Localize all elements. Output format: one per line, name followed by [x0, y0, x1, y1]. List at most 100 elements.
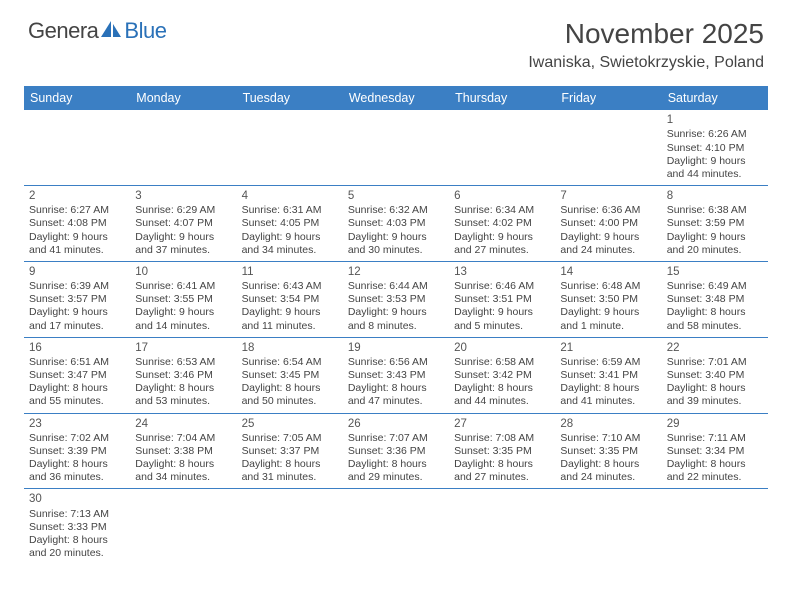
- sunset-text: Sunset: 3:36 PM: [348, 445, 444, 458]
- sunset-text: Sunset: 4:10 PM: [667, 142, 763, 155]
- calendar-cell: 11Sunrise: 6:43 AMSunset: 3:54 PMDayligh…: [237, 262, 343, 337]
- calendar-cell: 23Sunrise: 7:02 AMSunset: 3:39 PMDayligh…: [24, 414, 130, 489]
- logo-text-1: Genera: [28, 18, 98, 44]
- day-number: 12: [348, 265, 444, 279]
- calendar-cell-empty: [343, 110, 449, 185]
- sunset-text: Sunset: 3:40 PM: [667, 369, 763, 382]
- day-header-tuesday: Tuesday: [237, 86, 343, 110]
- calendar-cell: 21Sunrise: 6:59 AMSunset: 3:41 PMDayligh…: [555, 338, 661, 413]
- day-number: 15: [667, 265, 763, 279]
- calendar-row: 1Sunrise: 6:26 AMSunset: 4:10 PMDaylight…: [24, 110, 768, 186]
- daylight-text: Daylight: 8 hours and 50 minutes.: [242, 382, 338, 408]
- sunset-text: Sunset: 3:45 PM: [242, 369, 338, 382]
- day-header-wednesday: Wednesday: [343, 86, 449, 110]
- day-number: 17: [135, 341, 231, 355]
- day-number: 21: [560, 341, 656, 355]
- day-number: 3: [135, 189, 231, 203]
- sunset-text: Sunset: 3:39 PM: [29, 445, 125, 458]
- day-number: 20: [454, 341, 550, 355]
- daylight-text: Daylight: 9 hours and 11 minutes.: [242, 306, 338, 332]
- header: Genera Blue November 2025 Iwaniska, Swie…: [0, 0, 792, 80]
- daylight-text: Daylight: 8 hours and 53 minutes.: [135, 382, 231, 408]
- sunrise-text: Sunrise: 6:38 AM: [667, 204, 763, 217]
- logo-sail-icon: [100, 20, 122, 38]
- day-number: 7: [560, 189, 656, 203]
- calendar-cell: 7Sunrise: 6:36 AMSunset: 4:00 PMDaylight…: [555, 186, 661, 261]
- calendar-cell: 19Sunrise: 6:56 AMSunset: 3:43 PMDayligh…: [343, 338, 449, 413]
- daylight-text: Daylight: 8 hours and 27 minutes.: [454, 458, 550, 484]
- daylight-text: Daylight: 8 hours and 20 minutes.: [29, 534, 125, 560]
- sunrise-text: Sunrise: 6:56 AM: [348, 356, 444, 369]
- sunset-text: Sunset: 3:37 PM: [242, 445, 338, 458]
- calendar-cell: 2Sunrise: 6:27 AMSunset: 4:08 PMDaylight…: [24, 186, 130, 261]
- calendar-cell: 29Sunrise: 7:11 AMSunset: 3:34 PMDayligh…: [662, 414, 768, 489]
- sunrise-text: Sunrise: 6:58 AM: [454, 356, 550, 369]
- day-header-sunday: Sunday: [24, 86, 130, 110]
- daylight-text: Daylight: 8 hours and 24 minutes.: [560, 458, 656, 484]
- calendar-row: 2Sunrise: 6:27 AMSunset: 4:08 PM Daylight…: [24, 186, 768, 262]
- calendar-cell-empty: [449, 489, 555, 564]
- day-header-friday: Friday: [555, 86, 661, 110]
- day-number: 23: [29, 417, 125, 431]
- calendar-cell-empty: [662, 489, 768, 564]
- daylight-text: Daylight: 9 hours and 1 minute.: [560, 306, 656, 332]
- day-number: 1: [667, 113, 763, 127]
- calendar-cell-empty: [555, 110, 661, 185]
- day-number: 16: [29, 341, 125, 355]
- day-number: 19: [348, 341, 444, 355]
- daylight-text: Daylight: 8 hours and 29 minutes.: [348, 458, 444, 484]
- calendar-cell: 16Sunrise: 6:51 AMSunset: 3:47 PMDayligh…: [24, 338, 130, 413]
- sunset-text: Sunset: 3:35 PM: [454, 445, 550, 458]
- sunrise-text: Sunrise: 6:39 AM: [29, 280, 125, 293]
- calendar-row: 16Sunrise: 6:51 AMSunset: 3:47 PMDayligh…: [24, 338, 768, 414]
- title-block: November 2025 Iwaniska, Swietokrzyskie, …: [528, 18, 764, 72]
- sunrise-text: Sunrise: 6:27 AM: [29, 204, 125, 217]
- sunrise-text: Sunrise: 7:04 AM: [135, 432, 231, 445]
- day-number: 10: [135, 265, 231, 279]
- calendar-cell: 30Sunrise: 7:13 AMSunset: 3:33 PMDayligh…: [24, 489, 130, 564]
- calendar-cell: 27Sunrise: 7:08 AMSunset: 3:35 PMDayligh…: [449, 414, 555, 489]
- sunset-text: Sunset: 3:38 PM: [135, 445, 231, 458]
- sunrise-text: Sunrise: 6:46 AM: [454, 280, 550, 293]
- sunrise-text: Sunrise: 6:43 AM: [242, 280, 338, 293]
- day-number: 22: [667, 341, 763, 355]
- sunrise-text: Sunrise: 7:01 AM: [667, 356, 763, 369]
- sunset-text: Sunset: 4:02 PM: [454, 217, 550, 230]
- sunset-text: Sunset: 3:54 PM: [242, 293, 338, 306]
- calendar-cell: 1Sunrise: 6:26 AMSunset: 4:10 PMDaylight…: [662, 110, 768, 185]
- calendar-cell: 12Sunrise: 6:44 AMSunset: 3:53 PMDayligh…: [343, 262, 449, 337]
- sunrise-text: Sunrise: 6:41 AM: [135, 280, 231, 293]
- daylight-text: Daylight: 8 hours and 44 minutes.: [454, 382, 550, 408]
- sunrise-text: Sunrise: 6:32 AM: [348, 204, 444, 217]
- calendar-cell: 8Sunrise: 6:38 AMSunset: 3:59 PMDaylight…: [662, 186, 768, 261]
- sunset-text: Sunset: 3:51 PM: [454, 293, 550, 306]
- sunrise-text: Sunrise: 7:13 AM: [29, 508, 125, 521]
- sunrise-text: Sunrise: 7:07 AM: [348, 432, 444, 445]
- daylight-text: Daylight: 9 hours and 27 minutes.: [454, 231, 550, 257]
- sunrise-text: Sunrise: 6:49 AM: [667, 280, 763, 293]
- calendar-cell: 10Sunrise: 6:41 AMSunset: 3:55 PMDayligh…: [130, 262, 236, 337]
- day-number: 2: [29, 189, 125, 203]
- sunset-text: Sunset: 3:42 PM: [454, 369, 550, 382]
- day-number: 13: [454, 265, 550, 279]
- daylight-text: Daylight: 8 hours and 22 minutes.: [667, 458, 763, 484]
- day-number: 4: [242, 189, 338, 203]
- sunset-text: Sunset: 3:59 PM: [667, 217, 763, 230]
- calendar-cell-empty: [449, 110, 555, 185]
- calendar-cell-empty: [343, 489, 449, 564]
- daylight-text: Daylight: 8 hours and 31 minutes.: [242, 458, 338, 484]
- day-number: 25: [242, 417, 338, 431]
- daylight-text: Daylight: 9 hours and 14 minutes.: [135, 306, 231, 332]
- daylight-text: Daylight: 8 hours and 58 minutes.: [667, 306, 763, 332]
- calendar-row: 9Sunrise: 6:39 AMSunset: 3:57 PMDaylight…: [24, 262, 768, 338]
- day-number: 9: [29, 265, 125, 279]
- sunset-text: Sunset: 3:55 PM: [135, 293, 231, 306]
- sunset-text: Sunset: 4:03 PM: [348, 217, 444, 230]
- sunset-text: Sunset: 3:50 PM: [560, 293, 656, 306]
- daylight-text: Daylight: 9 hours and 24 minutes.: [560, 231, 656, 257]
- sunset-text: Sunset: 3:53 PM: [348, 293, 444, 306]
- sunset-text: Sunset: 4:08 PM: [29, 217, 125, 230]
- sunrise-text: Sunrise: 6:59 AM: [560, 356, 656, 369]
- calendar-cell: 14Sunrise: 6:48 AMSunset: 3:50 PMDayligh…: [555, 262, 661, 337]
- calendar-cell: 9Sunrise: 6:39 AMSunset: 3:57 PMDaylight…: [24, 262, 130, 337]
